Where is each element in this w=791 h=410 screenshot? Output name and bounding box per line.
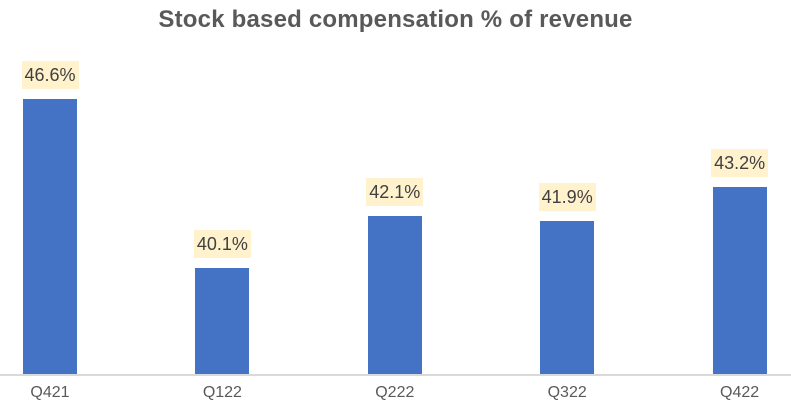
bar	[23, 99, 77, 374]
x-axis-tick-label: Q421	[30, 384, 70, 401]
chart-title: Stock based compensation % of revenue	[158, 6, 633, 33]
data-label: 40.1%	[193, 229, 251, 258]
x-axis-tick-label: Q122	[202, 384, 242, 401]
bar	[540, 221, 595, 374]
x-axis-tick-label: Q322	[547, 384, 587, 401]
data-label: 42.1%	[366, 177, 424, 206]
x-axis-line	[0, 374, 791, 376]
bar	[712, 187, 767, 374]
data-label: 46.6%	[21, 61, 79, 90]
x-axis-tick-label: Q422	[720, 384, 760, 401]
bar	[195, 267, 250, 374]
data-label: 41.9%	[538, 183, 596, 212]
x-axis-tick-label: Q222	[375, 384, 415, 401]
bar	[367, 215, 422, 374]
data-label: 43.2%	[711, 149, 769, 178]
